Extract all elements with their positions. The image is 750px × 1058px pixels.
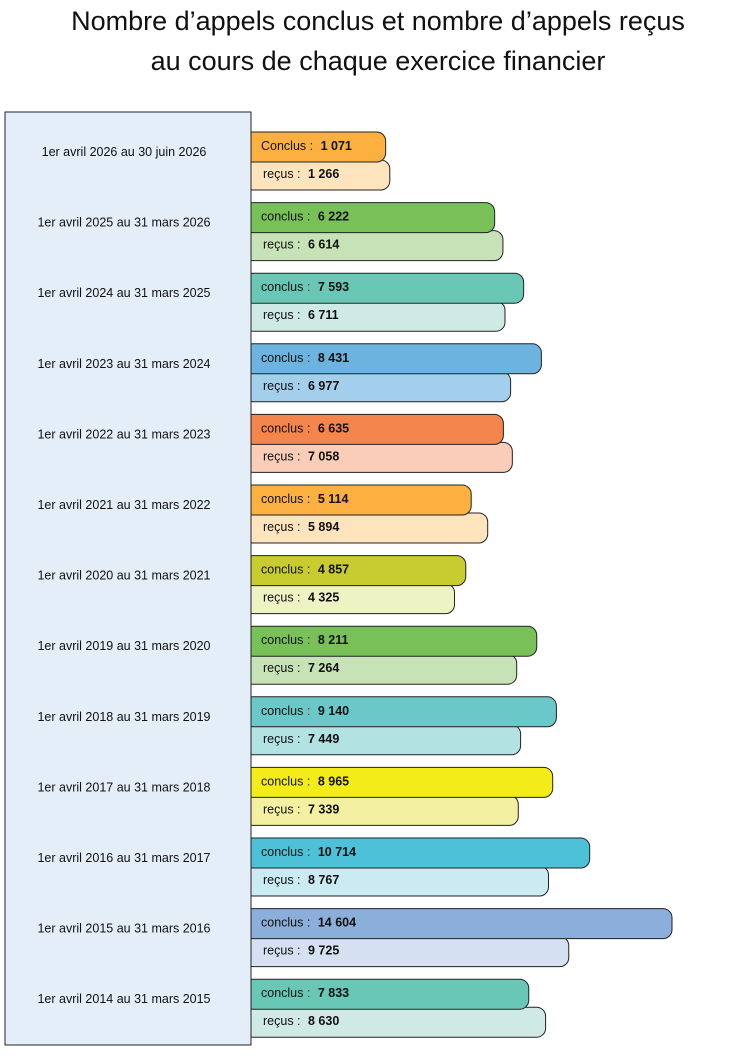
bar-label: Conclus : 1 071 xyxy=(261,139,352,153)
bar-label: conclus : 10 714 xyxy=(261,845,356,859)
bar-label: reçus : 6 977 xyxy=(263,379,339,393)
bar-label: reçus : 9 725 xyxy=(263,944,339,958)
bar-label: conclus : 6 635 xyxy=(261,422,349,436)
value-label: 1 266 xyxy=(308,167,339,181)
value-label: 4 325 xyxy=(308,591,339,605)
label-text: conclus : xyxy=(261,845,310,859)
value-label: 8 965 xyxy=(318,775,349,789)
bar-label: conclus : 8 211 xyxy=(261,633,348,647)
value-label: 6 614 xyxy=(308,238,339,252)
value-label: 4 857 xyxy=(318,563,349,577)
bar-label: conclus : 4 857 xyxy=(261,563,349,577)
value-label: 7 593 xyxy=(318,280,349,294)
bar-label: conclus : 7 593 xyxy=(261,280,349,294)
label-text: reçus : xyxy=(263,238,301,252)
value-label: 6 977 xyxy=(308,379,339,393)
category-label: 1er avril 2018 au 31 mars 2019 xyxy=(37,710,210,724)
category-label: 1er avril 2021 au 31 mars 2022 xyxy=(37,498,210,512)
bar-label: reçus : 6 614 xyxy=(263,238,339,252)
label-text: conclus : xyxy=(261,280,310,294)
label-text: conclus : xyxy=(261,563,310,577)
value-label: 9 725 xyxy=(308,944,339,958)
bar-label: conclus : 14 604 xyxy=(261,916,356,930)
label-text: reçus : xyxy=(263,803,301,817)
label-text: reçus : xyxy=(263,873,301,887)
value-label: 1 071 xyxy=(321,139,352,153)
category-label: 1er avril 2024 au 31 mars 2025 xyxy=(37,286,210,300)
label-text: reçus : xyxy=(263,379,301,393)
value-label: 5 894 xyxy=(308,520,339,534)
label-text: conclus : xyxy=(261,492,310,506)
category-label: 1er avril 2016 au 31 mars 2017 xyxy=(37,851,210,865)
bar-label: reçus : 8 767 xyxy=(263,873,339,887)
category-panel xyxy=(4,111,252,1046)
bar-label: conclus : 8 965 xyxy=(261,775,349,789)
bars: reçus : 1 266 Conclus : 1 071 reçus : 6 61… xyxy=(243,131,673,1038)
bar-label: reçus : 8 630 xyxy=(263,1014,339,1028)
value-label: 8 211 xyxy=(318,633,349,647)
label-text: reçus : xyxy=(263,308,301,322)
category-label: 1er avril 2017 au 31 mars 2018 xyxy=(37,780,210,794)
bar-label: conclus : 7 833 xyxy=(261,986,349,1000)
label-text: conclus : xyxy=(261,704,310,718)
label-text: reçus : xyxy=(263,167,301,181)
label-text: reçus : xyxy=(263,732,301,746)
category-label: 1er avril 2023 au 31 mars 2024 xyxy=(37,357,210,371)
value-label: 7 058 xyxy=(308,450,339,464)
value-label: 6 711 xyxy=(308,308,339,322)
category-label: 1er avril 2025 au 31 mars 2026 xyxy=(37,216,210,230)
value-label: 6 222 xyxy=(318,210,349,224)
value-label: 10 714 xyxy=(318,845,356,859)
bar-label: conclus : 6 222 xyxy=(261,210,349,224)
label-text: conclus : xyxy=(261,633,310,647)
bar-label: reçus : 1 266 xyxy=(263,167,339,181)
category-label: 1er avril 2019 au 31 mars 2020 xyxy=(37,639,210,653)
category-label: 1er avril 2020 au 31 mars 2021 xyxy=(37,569,210,583)
label-text: reçus : xyxy=(263,520,301,534)
bar-label: conclus : 5 114 xyxy=(261,492,348,506)
value-label: 7 264 xyxy=(308,661,339,675)
label-text: reçus : xyxy=(263,591,301,605)
value-label: 6 635 xyxy=(318,422,349,436)
value-label: 14 604 xyxy=(318,916,356,930)
bar-label: reçus : 4 325 xyxy=(263,591,339,605)
label-text: conclus : xyxy=(261,775,310,789)
bar-label: reçus : 7 264 xyxy=(263,661,339,675)
bar-label: reçus : 7 339 xyxy=(263,803,339,817)
chart-title: au cours de chaque exercice financier xyxy=(151,46,606,76)
category-label: 1er avril 2015 au 31 mars 2016 xyxy=(37,922,210,936)
labels: 1er avril 2026 au 30 juin 2026 1er avril … xyxy=(37,145,210,1006)
value-label: 7 833 xyxy=(318,986,349,1000)
bar-label: conclus : 8 431 xyxy=(261,351,349,365)
category-label: 1er avril 2022 au 31 mars 2023 xyxy=(37,427,210,441)
label-text: conclus : xyxy=(261,351,310,365)
category-label: 1er avril 2014 au 31 mars 2015 xyxy=(37,992,210,1006)
value-label: 8 431 xyxy=(318,351,349,365)
bar-label: conclus : 9 140 xyxy=(261,704,349,718)
label-text: reçus : xyxy=(263,1014,301,1028)
label-text: conclus : xyxy=(261,210,310,224)
value-label: 7 449 xyxy=(308,732,339,746)
label-text: conclus : xyxy=(261,916,310,930)
value-label: 5 114 xyxy=(318,492,349,506)
category-label: 1er avril 2026 au 30 juin 2026 xyxy=(42,145,207,159)
label-text: conclus : xyxy=(261,986,310,1000)
label-text: conclus : xyxy=(261,422,310,436)
value-label: 7 339 xyxy=(308,803,339,817)
chart-title: Nombre d’appels conclus et nombre d’appe… xyxy=(71,6,685,36)
bar-label: reçus : 6 711 xyxy=(263,308,339,322)
label-text: reçus : xyxy=(263,944,301,958)
value-label: 8 767 xyxy=(308,873,339,887)
label-text: reçus : xyxy=(263,450,301,464)
bar-label: reçus : 7 449 xyxy=(263,732,339,746)
bar-label: reçus : 7 058 xyxy=(263,450,339,464)
label-text: reçus : xyxy=(263,661,301,675)
value-label: 9 140 xyxy=(318,704,349,718)
value-label: 8 630 xyxy=(308,1014,339,1028)
label-text: Conclus : xyxy=(261,139,313,153)
bar-label: reçus : 5 894 xyxy=(263,520,339,534)
